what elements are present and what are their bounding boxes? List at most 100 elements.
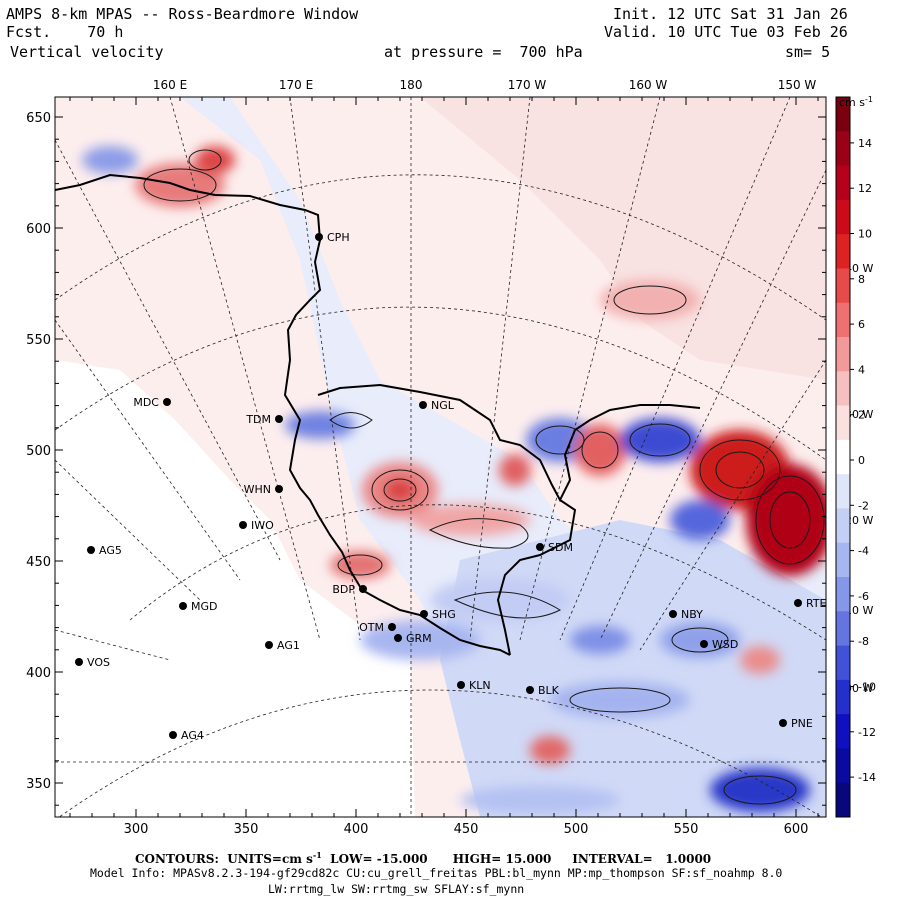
colorbar-label: -10 [858, 681, 876, 694]
x-tick-label: 450 [454, 822, 479, 837]
station-label-shg: SHG [432, 608, 456, 621]
station-label-mdc: MDC [133, 396, 159, 409]
no-data-mask [55, 360, 415, 817]
colorbar-label: -14 [858, 771, 876, 784]
station-label-cph: CPH [327, 231, 350, 244]
station-dot [87, 546, 95, 554]
colorbar-swatch [836, 337, 850, 372]
colorbar-label: 4 [858, 363, 865, 376]
station-dot [275, 415, 283, 423]
colorbar-swatch [836, 97, 850, 132]
station-label-ag1: AG1 [277, 639, 300, 652]
colorbar-frame [835, 96, 851, 818]
y-tick-label: 650 [26, 111, 51, 126]
contour-info-text: CONTOURS: UNITS=cm s [135, 852, 313, 866]
colorbar-swatch [836, 165, 850, 201]
colorbar-swatch [836, 645, 850, 681]
y-axis-labels: 650 600 550 500 450 400 350 [26, 111, 51, 792]
colorbar-swatch [836, 371, 850, 407]
colorbar-unit: cm s-1 [839, 95, 873, 109]
colorbar-swatch [836, 542, 850, 578]
colorbar-swatch [836, 234, 850, 269]
colorbar-label: 2 [858, 409, 865, 422]
colorbar-label: 14 [858, 137, 872, 150]
station-dot [700, 640, 708, 648]
colorbar [835, 96, 851, 818]
forecast-hours: 70 h [87, 23, 124, 41]
x-tick-label: 550 [674, 822, 699, 837]
model-info-2: LW:rrtmg_lw SW:rrtmg_sw SFLAY:sf_mynn [268, 882, 525, 896]
station-dot [526, 686, 534, 694]
colorbar-swatch [836, 577, 850, 612]
station-dot [457, 681, 465, 689]
station-label-sdm: SDM [548, 541, 573, 554]
colorbar-label: 10 [858, 228, 872, 241]
colorbar-swatch [836, 611, 850, 647]
y-tick-label: 450 [26, 555, 51, 570]
field-name: Vertical velocity [10, 43, 164, 61]
station-dot [169, 731, 177, 739]
station-label-ag5: AG5 [99, 544, 122, 557]
contour-unit-exponent: -1 [312, 850, 322, 860]
valid-time: Valid. 10 UTC Tue 03 Feb 26 [604, 23, 848, 41]
colorbar-labels: 14 12 10 8 6 4 2 0 -2 -4 -6 -8 -10 -12 -14 [850, 137, 876, 784]
station-dot [419, 401, 427, 409]
longitude-label: 170 E [279, 78, 313, 92]
station-label-rte: RTE [806, 597, 827, 610]
longitude-label: 160 E [153, 78, 187, 92]
station-dot [420, 610, 428, 618]
colorbar-label: -6 [858, 590, 869, 603]
model-info: Model Info: MPASv8.2.3-194-gf29cd82c CU:… [90, 866, 783, 880]
colorbar-label: 8 [858, 273, 865, 286]
map-title: AMPS 8-km MPAS -- Ross-Beardmore Window [6, 5, 359, 23]
colorbar-swatch [836, 199, 850, 235]
contour-info-rest: LOW= -15.000 HIGH= 15.000 INTERVAL= 1.00… [321, 852, 712, 866]
station-dot [359, 585, 367, 593]
colorbar-swatch [836, 302, 850, 338]
colorbar-swatch [836, 508, 850, 544]
x-tick-label: 500 [564, 822, 589, 837]
coastline [55, 173, 701, 656]
longitude-label: 170 W [508, 78, 547, 92]
y-tick-label: 500 [26, 444, 51, 459]
station-label-nby: NBY [681, 608, 703, 621]
longitude-label: 180 [400, 78, 423, 92]
colorbar-swatch [836, 131, 850, 167]
colorbar-label: 0 [858, 454, 865, 467]
station-label-ag4: AG4 [181, 729, 204, 742]
station-dot [669, 610, 677, 618]
longitude-labels: 160 E 170 E 180 170 W 160 W 150 W [153, 78, 817, 92]
colorbar-swatch [836, 679, 850, 715]
station-dot [794, 599, 802, 607]
station-label-iwo: IWO [251, 519, 274, 532]
y-tick-label: 350 [26, 777, 51, 792]
station-label-pne: PNE [791, 717, 813, 730]
init-time: Init. 12 UTC Sat 31 Jan 26 [613, 5, 848, 23]
colorbar-swatch [836, 405, 850, 441]
colorbar-label: 6 [858, 318, 865, 331]
longitude-label: 160 W [629, 78, 668, 92]
plot-frame [54, 96, 827, 818]
x-axis-labels: 300 350 400 450 500 550 600 [124, 822, 809, 837]
colorbar-label: -8 [858, 635, 869, 648]
station-label-whn: WHN [244, 483, 271, 496]
colorbar-swatch [836, 714, 850, 749]
colorbar-swatch [836, 748, 850, 784]
colorbar-swatch [836, 268, 850, 304]
station-label-blk: BLK [538, 684, 560, 697]
station-dot [275, 485, 283, 493]
station-dot [536, 543, 544, 551]
longitude-label: 150 W [778, 78, 817, 92]
station-dot [394, 634, 402, 642]
station-dot [239, 521, 247, 529]
station-markers: CPH MDC NGL TDM WHN IWO AG5 SDM BDP MGD SHG OTM GRM A… [75, 231, 827, 742]
x-tick-label: 300 [124, 822, 149, 837]
x-tick-label: 400 [344, 822, 369, 837]
station-label-wsd: WSD [712, 638, 738, 651]
y-tick-label: 600 [26, 222, 51, 237]
graticule [55, 97, 826, 817]
forecast-label: Fcst. 70 h [6, 24, 123, 40]
y-axis-ticks [55, 116, 826, 806]
x-axis-ticks [69, 97, 819, 817]
